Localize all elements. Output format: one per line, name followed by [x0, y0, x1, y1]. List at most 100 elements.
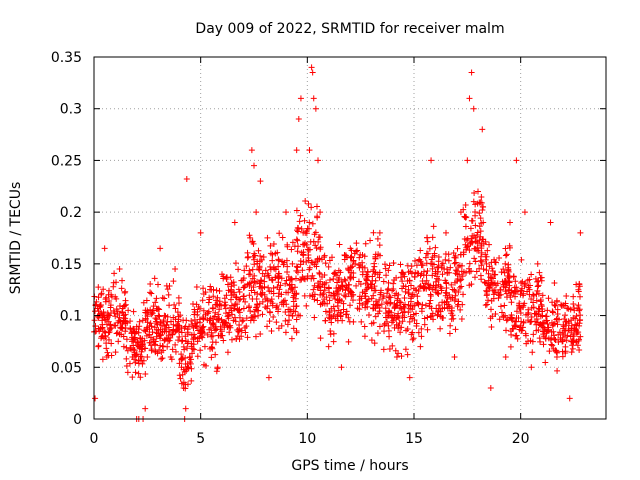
- data-point: [563, 293, 570, 300]
- data-point: [467, 225, 474, 232]
- data-point: [167, 353, 174, 360]
- data-point: [483, 287, 490, 294]
- data-point: [484, 247, 491, 254]
- data-point: [222, 305, 229, 312]
- data-point: [238, 333, 245, 340]
- data-point: [371, 260, 378, 267]
- data-point: [546, 348, 553, 355]
- data-point: [573, 322, 580, 329]
- data-point: [204, 331, 211, 338]
- data-point: [385, 322, 392, 329]
- data-point: [111, 309, 118, 316]
- data-point: [289, 260, 296, 267]
- data-point: [345, 314, 352, 321]
- y-tick-label: 0.35: [51, 50, 82, 66]
- data-point: [132, 339, 139, 346]
- data-point: [452, 259, 459, 266]
- data-point: [191, 311, 198, 318]
- data-point: [483, 301, 490, 308]
- data-point: [105, 318, 112, 325]
- data-point: [575, 286, 582, 293]
- data-point: [243, 315, 250, 322]
- data-point: [240, 305, 247, 312]
- data-point: [278, 322, 285, 329]
- data-point: [200, 285, 207, 292]
- data-point: [367, 237, 374, 244]
- data-point: [390, 260, 397, 267]
- data-point: [269, 251, 276, 258]
- data-point: [448, 316, 455, 323]
- data-point: [315, 157, 321, 164]
- data-point: [326, 257, 333, 264]
- data-point: [216, 306, 223, 313]
- data-point: [374, 235, 381, 242]
- data-point: [118, 324, 125, 331]
- data-point: [429, 286, 436, 293]
- data-point: [573, 312, 580, 319]
- data-point: [221, 302, 228, 309]
- data-point: [560, 325, 567, 332]
- data-point: [376, 296, 383, 303]
- data-point: [508, 299, 515, 306]
- data-point: [422, 254, 429, 261]
- data-point: [381, 320, 388, 327]
- data-point: [123, 336, 130, 343]
- data-point: [172, 348, 179, 355]
- data-point: [380, 278, 387, 285]
- data-point: [376, 308, 383, 315]
- data-point: [417, 343, 424, 350]
- data-point: [416, 283, 423, 290]
- data-point: [323, 279, 330, 286]
- data-point: [178, 380, 185, 387]
- data-point: [386, 333, 393, 340]
- data-point: [295, 228, 302, 235]
- data-point: [550, 345, 557, 352]
- data-point: [311, 314, 318, 321]
- data-point: [378, 301, 385, 308]
- data-point: [384, 290, 391, 297]
- x-tick-label: 0: [90, 431, 99, 447]
- data-point: [257, 290, 264, 297]
- data-point: [166, 302, 173, 309]
- data-point: [395, 322, 402, 329]
- data-point: [98, 290, 105, 297]
- data-point: [381, 322, 388, 329]
- data-point: [417, 282, 424, 289]
- y-tick-label: 0.25: [51, 153, 82, 169]
- data-point: [424, 314, 431, 321]
- data-point: [510, 325, 517, 332]
- data-point: [190, 341, 197, 348]
- data-point: [575, 302, 582, 309]
- data-point: [303, 258, 310, 265]
- data-point: [264, 234, 271, 241]
- data-point: [492, 271, 499, 278]
- data-point: [275, 306, 282, 313]
- data-point: [180, 317, 187, 324]
- data-point: [489, 265, 496, 272]
- data-point: [280, 261, 287, 268]
- data-point: [541, 333, 548, 340]
- data-point: [288, 335, 295, 342]
- data-point: [178, 351, 185, 358]
- axis-ticks: 0 0.05 0.1 0.15 0.2 0.25 0.3 0.35 0 5 10 15 20: [51, 50, 606, 447]
- data-point: [279, 234, 286, 241]
- data-point: [202, 289, 209, 296]
- data-point: [466, 95, 473, 102]
- data-point: [488, 306, 495, 313]
- data-point: [246, 232, 253, 239]
- data-point: [397, 261, 404, 268]
- data-point: [554, 321, 561, 328]
- data-point: [466, 260, 473, 267]
- data-point: [330, 275, 337, 282]
- data-point: [458, 316, 465, 323]
- data-point: [315, 283, 322, 290]
- data-point: [571, 331, 578, 338]
- data-point: [202, 311, 209, 318]
- data-point: [189, 350, 196, 357]
- data-point: [458, 283, 465, 290]
- data-point: [432, 268, 439, 275]
- data-point: [308, 204, 315, 211]
- data-point: [196, 334, 203, 341]
- data-point: [424, 326, 431, 333]
- data-point: [489, 275, 496, 282]
